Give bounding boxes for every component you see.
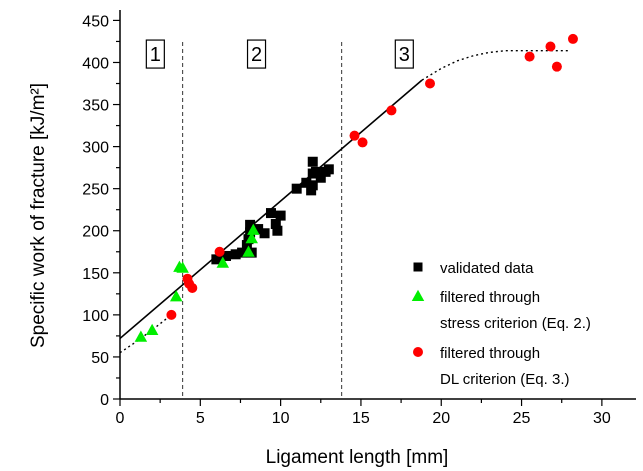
x-tick-label: 10 <box>272 410 290 427</box>
fit-curves <box>119 50 570 354</box>
region-label: 1 <box>150 44 161 66</box>
dl-criterion-point <box>425 78 436 89</box>
legend: validated data filtered through stress cri… <box>411 260 591 388</box>
validated-data-point <box>301 177 312 188</box>
validated-data-point <box>307 156 318 167</box>
y-tick-label: 150 <box>82 266 109 283</box>
dotted-fit-curve <box>119 316 169 354</box>
y-tick-label: 450 <box>82 13 109 30</box>
validated-data-point <box>211 254 222 265</box>
region-labels: 1 2 3 <box>145 39 414 69</box>
legend-label: filtered through <box>440 289 540 306</box>
dl-criterion-point <box>349 130 360 141</box>
validated-data-point <box>253 224 264 235</box>
legend-marker <box>413 347 423 357</box>
x-tick-label: 5 <box>196 410 205 427</box>
validated-data-point <box>310 166 321 177</box>
legend-label: validated data <box>440 260 534 277</box>
x-tick-label: 0 <box>116 410 125 427</box>
x-tick-label: 15 <box>352 410 370 427</box>
region-label-box <box>145 39 165 69</box>
validated-data-point <box>241 240 252 251</box>
stress-criterion-point <box>242 245 255 257</box>
dl-criterion-point <box>567 33 578 44</box>
region-boundaries <box>182 42 343 399</box>
stress-criterion-point <box>145 323 159 336</box>
y-tick-label: 0 <box>100 392 109 409</box>
validated-data-point <box>323 164 334 175</box>
validated-data-point <box>259 228 270 239</box>
validated-data-point <box>306 185 317 196</box>
legend-label: stress criterion (Eq. 2.) <box>440 315 591 332</box>
dl-criterion-point <box>524 51 535 62</box>
x-tick-label: 30 <box>593 410 611 427</box>
stress-criterion-point <box>134 330 148 342</box>
region-label: 2 <box>251 44 262 66</box>
y-tick-label: 300 <box>82 140 109 157</box>
dl-criterion-point <box>214 246 225 257</box>
y-tick-label: 50 <box>91 350 109 367</box>
legend-label: filtered through <box>440 345 540 362</box>
dl-criterion-point <box>187 282 198 293</box>
legend-marker <box>413 262 423 272</box>
y-tick-label: 400 <box>82 55 109 72</box>
y-tick-label: 350 <box>82 98 109 115</box>
validated-data-point <box>270 219 281 230</box>
validated-data-point <box>272 225 283 236</box>
dl-criterion-point <box>551 61 562 72</box>
dl-criterion-point <box>166 309 177 320</box>
dl-criterion-point <box>545 41 556 52</box>
stress-criterion-point <box>245 232 258 244</box>
x-axis-title: Ligament length [mm] <box>266 447 449 468</box>
region-label-box <box>246 39 267 69</box>
validated-data-point <box>315 172 326 183</box>
dotted-fit-curve <box>421 50 570 81</box>
validated-data-point <box>230 249 241 260</box>
y-tick-label: 100 <box>82 308 109 325</box>
stress-criterion-point <box>169 290 183 302</box>
stress-criterion-point <box>216 256 230 268</box>
stress-criterion-point <box>176 261 189 273</box>
validated-data-point <box>237 247 248 258</box>
validated-data-point <box>291 183 302 194</box>
dl-criterion-point <box>357 137 368 148</box>
validated-data-point <box>275 210 286 221</box>
region-label: 3 <box>399 44 410 66</box>
dl-criterion-point <box>386 105 397 116</box>
y-tick-label: 200 <box>82 224 109 241</box>
region-label-box <box>394 39 414 69</box>
validated-data-point <box>265 208 276 219</box>
legend-marker <box>411 289 425 301</box>
validated-data-point <box>245 219 256 230</box>
x-tick-label: 25 <box>513 410 531 427</box>
validated-data-point <box>307 180 318 191</box>
legend-label: DL criterion (Eq. 3.) <box>440 371 570 388</box>
y-axis-title: Specific work of fracture [kJ/m²] <box>28 83 49 348</box>
stress-criterion-point <box>247 223 260 235</box>
y-tick-label: 250 <box>82 182 109 199</box>
data-points <box>134 33 578 342</box>
x-tick-label: 20 <box>432 410 450 427</box>
validated-data-point <box>221 250 232 261</box>
